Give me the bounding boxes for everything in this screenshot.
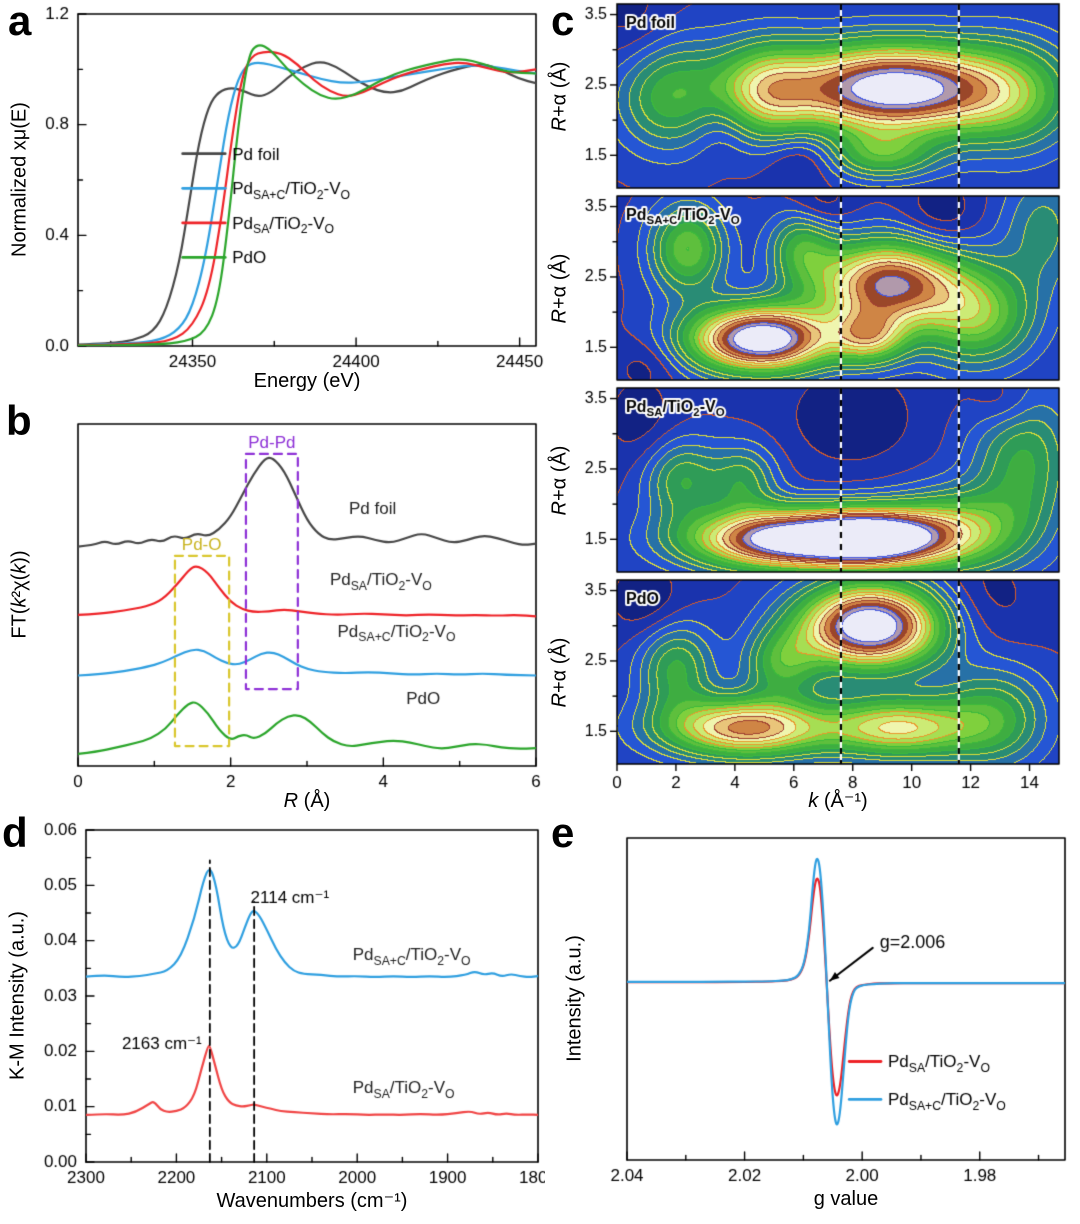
panel-e: e g value Intensity (a.u.) — [545, 812, 1080, 1224]
panel-e-xlabel: g value — [813, 1188, 879, 1210]
panel-d-plot — [0, 812, 545, 1224]
panel-e-letter: e — [551, 809, 575, 856]
panel-e-ylabel: Intensity (a.u.) — [563, 935, 586, 1062]
panel-a-plot — [0, 0, 545, 398]
panel-d-letter: d — [2, 809, 28, 856]
panel-b-letter: b — [6, 397, 32, 444]
panel-b-xlabel: R (Å) — [283, 790, 331, 812]
panel-b: b R (Å) FT(k²χ(k)) — [0, 398, 545, 812]
panel-b-ylabel: FT(k²χ(k)) — [8, 550, 31, 639]
panel-a-letter: a — [8, 0, 32, 44]
panel-e-plot — [545, 812, 1080, 1224]
panel-c-plot — [561, 0, 1073, 790]
panel-b-plot — [0, 398, 545, 812]
panel-c-xlabel: k (Å⁻¹) — [808, 790, 868, 812]
panel-c-letter: c — [551, 0, 575, 44]
panel-d: d Wavenumbers (cm⁻¹) K-M Intensity (a.u.… — [0, 812, 545, 1224]
panel-a-xlabel: Energy (eV) — [253, 370, 361, 392]
panel-c-ylabel-4: R+α (Å) — [548, 637, 571, 708]
panel-d-xlabel: Wavenumbers (cm⁻¹) — [216, 1190, 408, 1212]
panel-d-ylabel: K-M Intensity (a.u.) — [6, 911, 29, 1080]
panel-a-ylabel: Normalized xμ(E) — [8, 102, 31, 257]
panel-c: c k (Å⁻¹) R+α (Å) R+α (Å) R+α (Å) R+α (Å… — [545, 0, 1080, 812]
panel-a: a Energy (eV) Normalized xμ(E) — [0, 0, 545, 398]
